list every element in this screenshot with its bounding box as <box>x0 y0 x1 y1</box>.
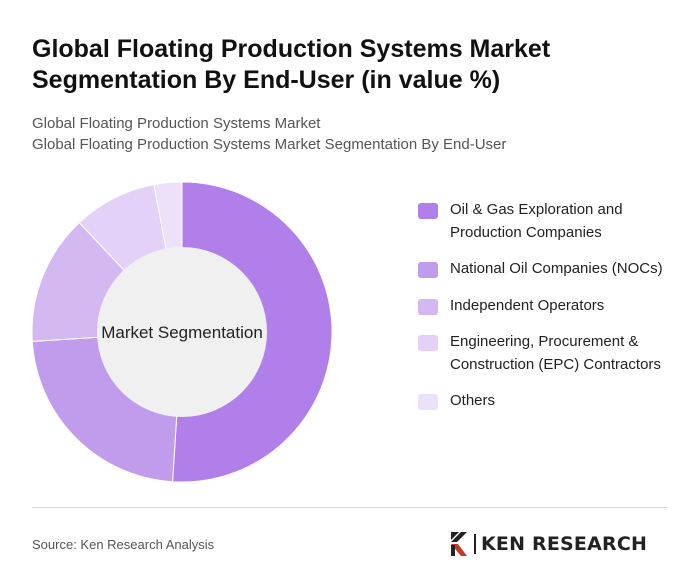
legend-swatch <box>418 335 438 351</box>
donut-center <box>97 247 267 417</box>
legend-label: Independent Operators <box>450 296 605 314</box>
legend-swatch <box>418 203 438 219</box>
legend-item-independent: Independent Operators <box>418 295 678 318</box>
chart-subtitle: Global Floating Production Systems Marke… <box>32 113 672 155</box>
footer-divider <box>32 507 668 508</box>
source-note: Source: Ken Research Analysis <box>32 537 215 552</box>
legend-swatch <box>418 262 438 278</box>
legend-label: Oil & Gas Exploration and Production Com… <box>450 201 623 241</box>
legend-item-epc: Engineering, Procurement & Construction … <box>418 331 678 376</box>
center-label: Market Segmentation <box>101 323 263 342</box>
legend-item-others: Others <box>418 390 678 413</box>
subtitle-line-2: Global Floating Production Systems Marke… <box>32 136 507 153</box>
legend-label: National Oil Companies (NOCs) <box>450 260 663 277</box>
brand-logo: KEN RESEARCH <box>448 531 647 557</box>
legend-swatch <box>418 394 438 410</box>
legend-swatch <box>418 298 438 315</box>
legend-item-oil-gas: Oil & Gas Exploration and Production Com… <box>418 199 678 244</box>
legend-item-nocs: National Oil Companies (NOCs) <box>418 258 678 281</box>
chart-title: Global Floating Production Systems Marke… <box>32 35 551 94</box>
subtitle-line-1: Global Floating Production Systems Marke… <box>32 115 321 132</box>
chart-legend: Oil & Gas Exploration and Production Com… <box>418 199 678 427</box>
legend-label: Engineering, Procurement & Construction … <box>450 333 661 373</box>
brand-name: KEN RESEARCH <box>481 533 648 555</box>
legend-label: Others <box>450 392 496 409</box>
ken-research-logo-icon <box>451 532 467 556</box>
donut-chart: Market Segmentation <box>31 181 333 483</box>
brand-separator <box>474 534 476 554</box>
